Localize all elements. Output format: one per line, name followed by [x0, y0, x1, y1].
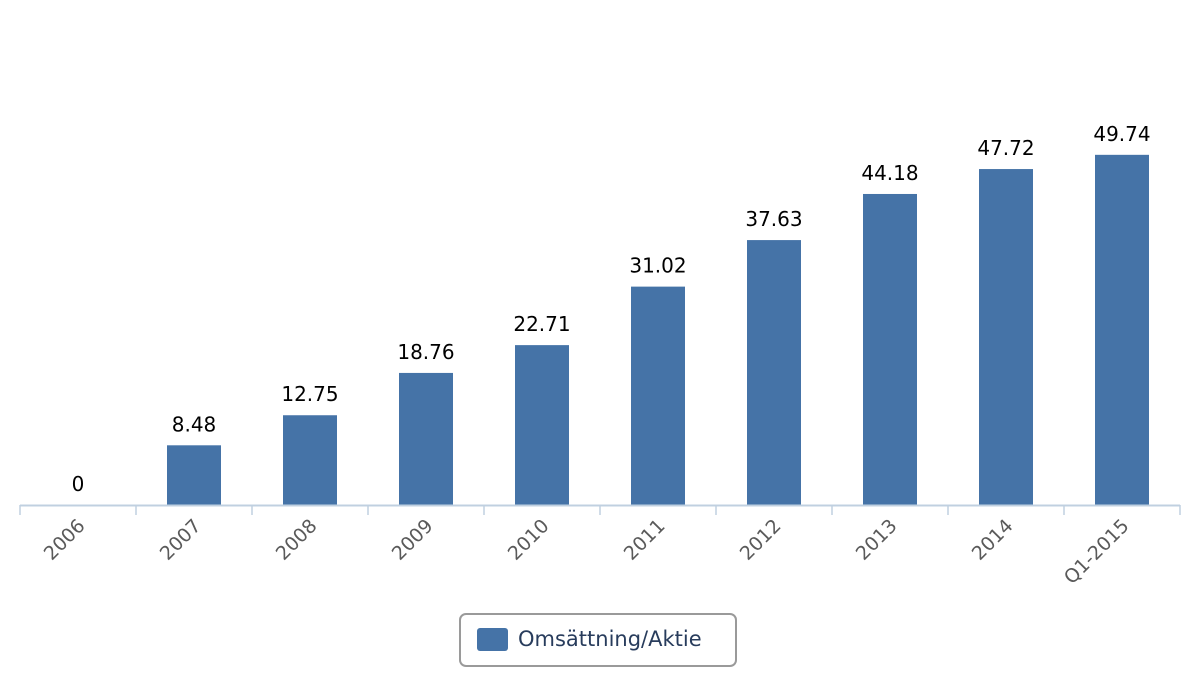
data-label-2006: 0	[72, 472, 85, 496]
x-tick-label-2007: 2007	[156, 515, 206, 565]
bar-2009[interactable]	[399, 372, 453, 505]
data-label-2011: 31.02	[629, 254, 686, 278]
bar-2012[interactable]	[747, 240, 801, 506]
data-label-2014: 47.72	[977, 136, 1034, 160]
bar-2010[interactable]	[515, 345, 569, 505]
data-label-2007: 8.48	[172, 412, 217, 436]
x-tick-label-2011: 2011	[620, 515, 670, 565]
value-labels-layer: 0 8.48 12.75 18.76 22.71 31.02 37.63 44.18 47.72…	[72, 122, 1151, 496]
legend-label: Omsättning/Aktie	[518, 627, 702, 651]
x-axis: 2006 2007 2008 2009 2010 2011 2012 2013 2014 Q1-2…	[19, 504, 1181, 589]
legend-swatch	[477, 628, 508, 651]
bars-layer	[167, 154, 1149, 506]
bar-2011[interactable]	[631, 286, 685, 505]
bar-2008[interactable]	[283, 415, 337, 505]
bar-2014[interactable]	[979, 169, 1033, 505]
x-tick-label-2006: 2006	[40, 515, 90, 565]
data-label-2010: 22.71	[513, 312, 570, 336]
x-tick-label-2008: 2008	[272, 515, 322, 565]
data-label-2008: 12.75	[281, 382, 338, 406]
bar-2007[interactable]	[167, 445, 221, 505]
bar-2013[interactable]	[863, 193, 917, 506]
x-tick-label-2010: 2010	[504, 515, 554, 565]
legend[interactable]: Omsättning/Aktie	[459, 613, 737, 667]
x-tick-label-2014: 2014	[968, 515, 1018, 565]
x-tick-label-2012: 2012	[736, 515, 786, 565]
x-tick-label-2009: 2009	[388, 515, 438, 565]
data-label-2013: 44.18	[861, 161, 918, 185]
data-label-Q1-2015: 49.74	[1093, 122, 1150, 146]
x-tick-label-Q1-2015: Q1-2015	[1060, 515, 1134, 589]
data-label-2012: 37.63	[745, 207, 802, 231]
bar-Q1-2015[interactable]	[1095, 154, 1149, 506]
x-tick-label-2013: 2013	[852, 515, 902, 565]
data-label-2009: 18.76	[397, 340, 454, 364]
